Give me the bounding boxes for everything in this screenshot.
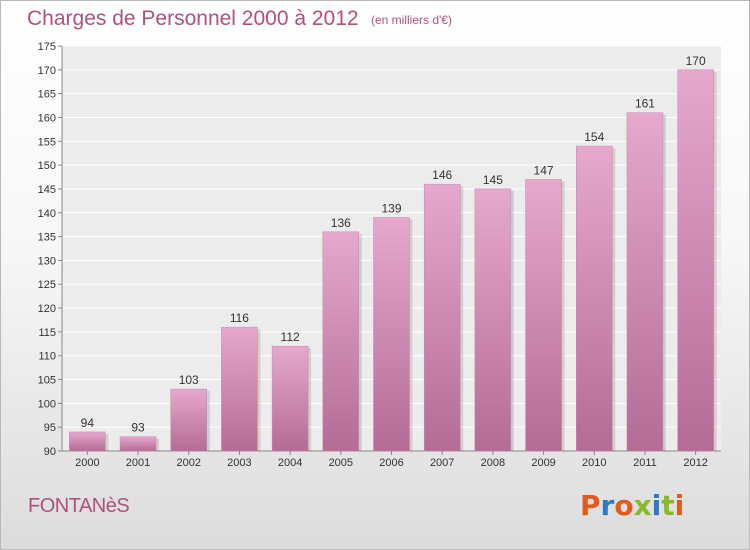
y-tick-label: 155 [38, 136, 56, 148]
chart-title: Charges de Personnel 2000 à 2012 [27, 7, 359, 30]
proxiti-logo[interactable]: Proxiti [580, 489, 684, 522]
data-label-2010: 154 [584, 130, 604, 144]
logo-letter: i [651, 489, 662, 522]
data-label-2008: 145 [483, 173, 503, 187]
x-tick-label-2009: 2009 [531, 457, 555, 469]
logo-letter: t [661, 489, 675, 522]
y-tick-label: 125 [38, 279, 56, 291]
bar-2005 [322, 231, 360, 452]
data-label-2011: 161 [635, 97, 655, 111]
y-tick-label: 160 [38, 112, 56, 124]
x-tick-label-2007: 2007 [430, 457, 454, 469]
bar-2006 [373, 217, 410, 452]
x-tick-label-2005: 2005 [329, 457, 353, 469]
bar-2000 [69, 431, 106, 452]
y-tick-label: 150 [38, 160, 56, 172]
logo-letter: P [580, 489, 601, 522]
data-label-2009: 147 [534, 163, 554, 177]
chart-unit: (en milliers d'€) [371, 13, 452, 27]
x-tick-label-2008: 2008 [481, 457, 505, 469]
bar-2012 [677, 69, 714, 452]
x-tick-label-2001: 2001 [126, 457, 150, 469]
y-tick-label: 95 [44, 422, 56, 434]
logo-letter: o [614, 489, 634, 522]
bar-2009 [525, 179, 562, 452]
y-tick-label: 120 [38, 303, 56, 315]
y-tick-label: 110 [38, 351, 56, 363]
bar-2011 [626, 112, 664, 452]
data-label-2004: 112 [281, 330, 300, 344]
logo-letter: i [674, 489, 685, 522]
data-label-2005: 136 [331, 216, 351, 230]
bar-2003 [221, 326, 258, 452]
y-tick-label: 135 [38, 232, 56, 244]
bar-2004 [271, 345, 309, 452]
y-tick-label: 175 [38, 41, 56, 53]
y-tick-label: 145 [38, 184, 56, 196]
bars [69, 69, 717, 452]
labels: 94 2000 93 2001 103 2002 116 2003 112 2004 136 2005… [75, 54, 708, 469]
bar-2008 [474, 188, 512, 452]
data-label-2003: 116 [230, 311, 249, 325]
x-tick-label-2000: 2000 [75, 457, 99, 469]
y-tick-label: 105 [38, 375, 56, 387]
logo-letter: r [600, 489, 615, 522]
y-tick-label: 140 [38, 208, 56, 220]
data-label-2000: 94 [81, 416, 95, 430]
y-tick-label: 165 [38, 89, 56, 101]
x-tick-label-2003: 2003 [227, 457, 251, 469]
data-label-2002: 103 [179, 373, 199, 387]
x-tick-label-2012: 2012 [683, 457, 707, 469]
x-tick-label-2004: 2004 [278, 457, 302, 469]
x-tick-label-2010: 2010 [582, 457, 606, 469]
y-tick-label: 100 [38, 398, 56, 410]
y-tick-label: 90 [44, 446, 56, 458]
data-label-2012: 170 [686, 54, 706, 68]
bar-2007 [423, 183, 461, 452]
bar-2002 [170, 388, 207, 452]
logo-letter: x [633, 489, 652, 522]
data-label-2007: 146 [432, 168, 452, 182]
x-tick-label-2002: 2002 [176, 457, 200, 469]
bar-2010 [576, 145, 613, 452]
bar-2001 [119, 436, 157, 452]
x-tick-label-2011: 2011 [633, 457, 657, 469]
y-tick-label: 130 [38, 255, 56, 267]
town-name: FONTANèS [28, 495, 130, 517]
y-tick-label: 115 [38, 327, 56, 339]
x-tick-label-2006: 2006 [379, 457, 403, 469]
y-tick-label: 170 [38, 65, 56, 77]
data-label-2006: 139 [381, 202, 401, 216]
data-label-2001: 93 [131, 421, 145, 435]
